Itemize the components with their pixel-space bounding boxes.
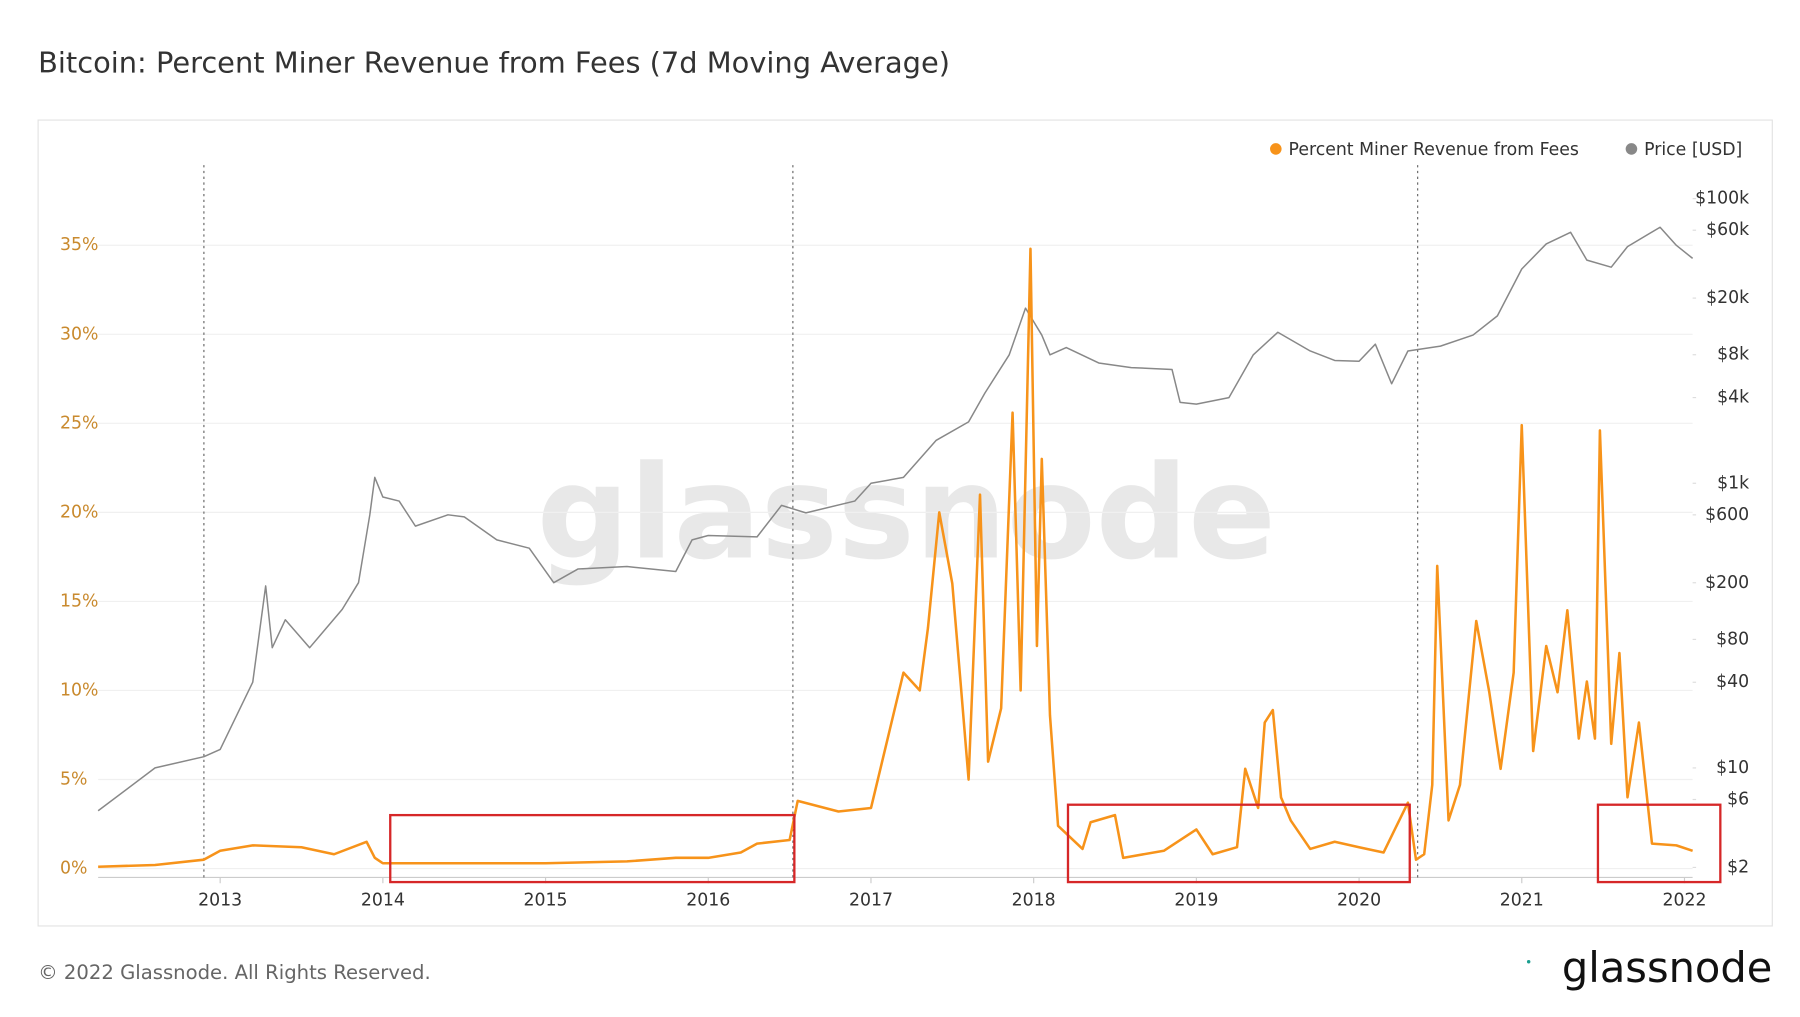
y-tick-label: 30% [60, 324, 98, 344]
y-tick-label: 20% [60, 502, 98, 522]
x-tick-label: 2019 [1174, 891, 1218, 911]
y2-tick-label: $200 [1705, 573, 1749, 593]
y-tick-label: 5% [60, 770, 87, 790]
y2-tick-label: $100k [1695, 189, 1749, 209]
y2-tick-label: $60k [1706, 220, 1749, 240]
y2-tick-label: $8k [1717, 345, 1749, 365]
y-tick-label: 10% [60, 680, 98, 700]
y-tick-label: 25% [60, 413, 98, 433]
y2-tick-label: $40 [1716, 672, 1749, 692]
legend-label: Price [USD] [1644, 140, 1742, 160]
x-tick-label: 2015 [524, 891, 568, 911]
x-tick-label: 2016 [686, 891, 730, 911]
legend-label: Percent Miner Revenue from Fees [1289, 140, 1579, 160]
logo: glassnode [1562, 943, 1772, 992]
x-tick-label: 2022 [1662, 891, 1706, 911]
y2-tick-label: $10 [1716, 758, 1749, 778]
y-tick-label: 0% [60, 859, 87, 879]
y2-tick-label: $600 [1705, 505, 1749, 525]
grid: 0% 5% 10% 15% 20% 25% 30% 35% $2 $6 $10 $40 $80 $200 $… [60, 165, 1749, 911]
footer: © 2022 Glassnode. All Rights Reserved. [38, 961, 431, 984]
y2-tick-label: $2 [1727, 857, 1749, 877]
series-line [97, 226, 1694, 812]
chart-title: Bitcoin: Percent Miner Revenue from Fees… [38, 46, 950, 80]
watermark: glassnode [537, 438, 1276, 588]
legend-marker [1625, 143, 1638, 155]
x-tick-label: 2021 [1500, 891, 1544, 911]
plot-frame [37, 119, 1773, 927]
y2-tick-label: $80 [1716, 629, 1749, 649]
y2-tick-label: $4k [1717, 388, 1749, 408]
lines [97, 226, 1694, 868]
highlight-boxes [389, 803, 1722, 884]
logo-dot [1526, 960, 1531, 964]
highlight-box [1596, 803, 1722, 884]
x-tick-label: 2013 [198, 891, 242, 911]
x-tick-label: 2018 [1012, 891, 1056, 911]
y2-tick-label: $1k [1717, 473, 1749, 493]
series-line [98, 247, 1694, 868]
x-tick-label: 2014 [361, 891, 405, 911]
x-tick-label: 2020 [1337, 891, 1381, 911]
y-tick-label: 15% [60, 591, 98, 611]
highlight-box [389, 813, 796, 884]
highlight-box [1066, 803, 1411, 884]
x-tick-label: 2017 [849, 891, 893, 911]
y2-tick-label: $20k [1706, 288, 1749, 308]
legend: Percent Miner Revenue from Fees Price [US… [1270, 140, 1742, 160]
legend-marker [1270, 143, 1282, 155]
y2-tick-label: $6 [1727, 790, 1749, 810]
y-tick-label: 35% [60, 235, 98, 255]
